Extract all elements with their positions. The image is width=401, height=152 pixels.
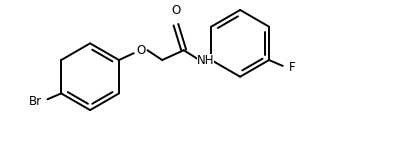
Text: O: O [136, 44, 145, 57]
Text: Br: Br [28, 95, 41, 108]
Text: O: O [171, 4, 180, 17]
Text: F: F [288, 61, 295, 74]
Text: NH: NH [196, 54, 214, 67]
